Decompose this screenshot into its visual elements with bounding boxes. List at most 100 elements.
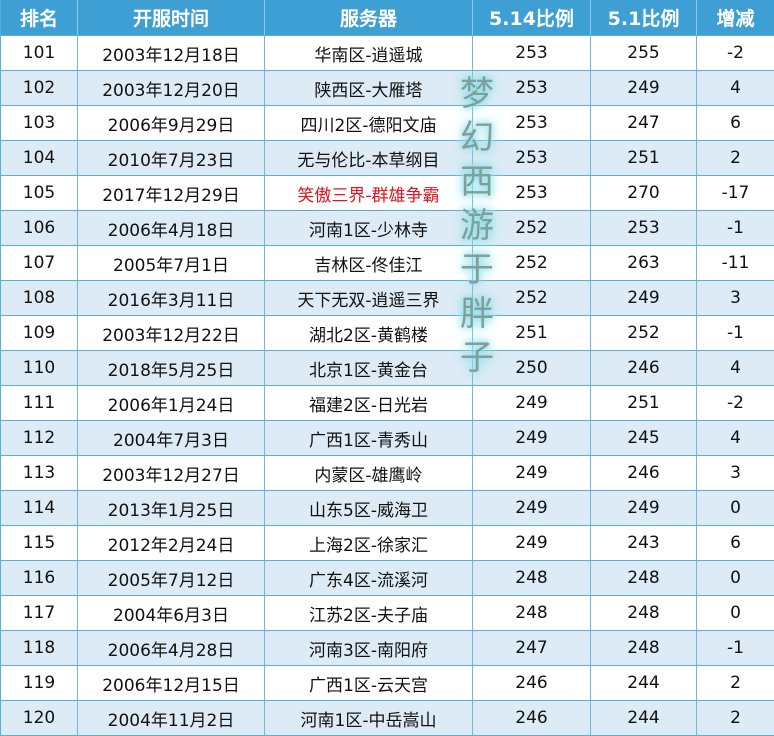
server-cell: 四川2区-德阳文庙: [265, 106, 473, 141]
rank-cell: 107: [1, 246, 78, 281]
server-cell: 江苏2区-夫子庙: [265, 596, 473, 631]
ratio-51-cell: 255: [591, 36, 697, 71]
ratio-514-cell: 251: [473, 316, 591, 351]
change-cell: 6: [697, 526, 774, 561]
ratio-51-cell: 248: [591, 561, 697, 596]
ratio-514-cell: 252: [473, 211, 591, 246]
header-change: 增减: [697, 0, 774, 36]
server-cell: 福建2区-日光岩: [265, 386, 473, 421]
header-ratio-51: 5.1比例: [591, 0, 697, 36]
rank-cell: 109: [1, 316, 78, 351]
server-cell: 广西1区-云天宫: [265, 666, 473, 701]
server-cell: 广东4区-流溪河: [265, 561, 473, 596]
ratio-514-cell: 249: [473, 526, 591, 561]
ratio-514-cell: 249: [473, 421, 591, 456]
header-open-date: 开服时间: [78, 0, 265, 36]
change-cell: -1: [697, 316, 774, 351]
ratio-514-cell: 253: [473, 141, 591, 176]
server-cell: 陕西区-大雁塔: [265, 71, 473, 106]
open-date-cell: 2018年5月25日: [78, 351, 265, 386]
change-cell: -2: [697, 36, 774, 71]
rank-cell: 108: [1, 281, 78, 316]
ratio-51-cell: 249: [591, 281, 697, 316]
server-cell: 山东5区-威海卫: [265, 491, 473, 526]
open-date-cell: 2006年12月15日: [78, 666, 265, 701]
rank-cell: 119: [1, 666, 78, 701]
open-date-cell: 2012年2月24日: [78, 526, 265, 561]
server-cell: 华南区-逍遥城: [265, 36, 473, 71]
server-cell: 吉林区-佟佳江: [265, 246, 473, 281]
open-date-cell: 2004年6月3日: [78, 596, 265, 631]
change-cell: 0: [697, 561, 774, 596]
ratio-514-cell: 246: [473, 701, 591, 736]
ratio-514-cell: 252: [473, 246, 591, 281]
rank-cell: 102: [1, 71, 78, 106]
change-cell: 4: [697, 421, 774, 456]
open-date-cell: 2006年4月18日: [78, 211, 265, 246]
ratio-514-cell: 246: [473, 666, 591, 701]
ratio-51-cell: 245: [591, 421, 697, 456]
server-cell: 笑傲三界-群雄争霸: [265, 176, 473, 211]
rank-cell: 105: [1, 176, 78, 211]
open-date-cell: 2005年7月1日: [78, 246, 265, 281]
ratio-51-cell: 263: [591, 246, 697, 281]
server-cell: 河南1区-中岳嵩山: [265, 701, 473, 736]
rank-cell: 113: [1, 456, 78, 491]
rank-cell: 114: [1, 491, 78, 526]
open-date-cell: 2003年12月22日: [78, 316, 265, 351]
open-date-cell: 2003年12月20日: [78, 71, 265, 106]
open-date-cell: 2006年1月24日: [78, 386, 265, 421]
open-date-cell: 2013年1月25日: [78, 491, 265, 526]
ratio-514-cell: 253: [473, 71, 591, 106]
change-cell: -11: [697, 246, 774, 281]
ratio-51-cell: 246: [591, 351, 697, 386]
ratio-51-cell: 247: [591, 106, 697, 141]
open-date-cell: 2003年12月27日: [78, 456, 265, 491]
server-cell: 广西1区-青秀山: [265, 421, 473, 456]
rank-cell: 117: [1, 596, 78, 631]
header-server: 服务器: [265, 0, 473, 36]
open-date-cell: 2006年4月28日: [78, 631, 265, 666]
change-cell: 0: [697, 596, 774, 631]
server-cell: 无与伦比-本草纲目: [265, 141, 473, 176]
ratio-514-cell: 253: [473, 36, 591, 71]
rank-cell: 120: [1, 701, 78, 736]
server-cell: 天下无双-逍遥三界: [265, 281, 473, 316]
ratio-51-cell: 251: [591, 141, 697, 176]
change-cell: 2: [697, 666, 774, 701]
ratio-514-cell: 249: [473, 386, 591, 421]
open-date-cell: 2017年12月29日: [78, 176, 265, 211]
open-date-cell: 2016年3月11日: [78, 281, 265, 316]
change-cell: -1: [697, 211, 774, 246]
server-cell: 上海2区-徐家汇: [265, 526, 473, 561]
ratio-51-cell: 253: [591, 211, 697, 246]
rank-cell: 112: [1, 421, 78, 456]
ratio-51-cell: 249: [591, 71, 697, 106]
server-cell: 内蒙区-雄鹰岭: [265, 456, 473, 491]
open-date-cell: 2006年9月29日: [78, 106, 265, 141]
rank-cell: 115: [1, 526, 78, 561]
header-rank: 排名: [1, 0, 78, 36]
rank-cell: 116: [1, 561, 78, 596]
ratio-51-cell: 270: [591, 176, 697, 211]
change-cell: 0: [697, 491, 774, 526]
ratio-51-cell: 246: [591, 456, 697, 491]
change-cell: -1: [697, 631, 774, 666]
